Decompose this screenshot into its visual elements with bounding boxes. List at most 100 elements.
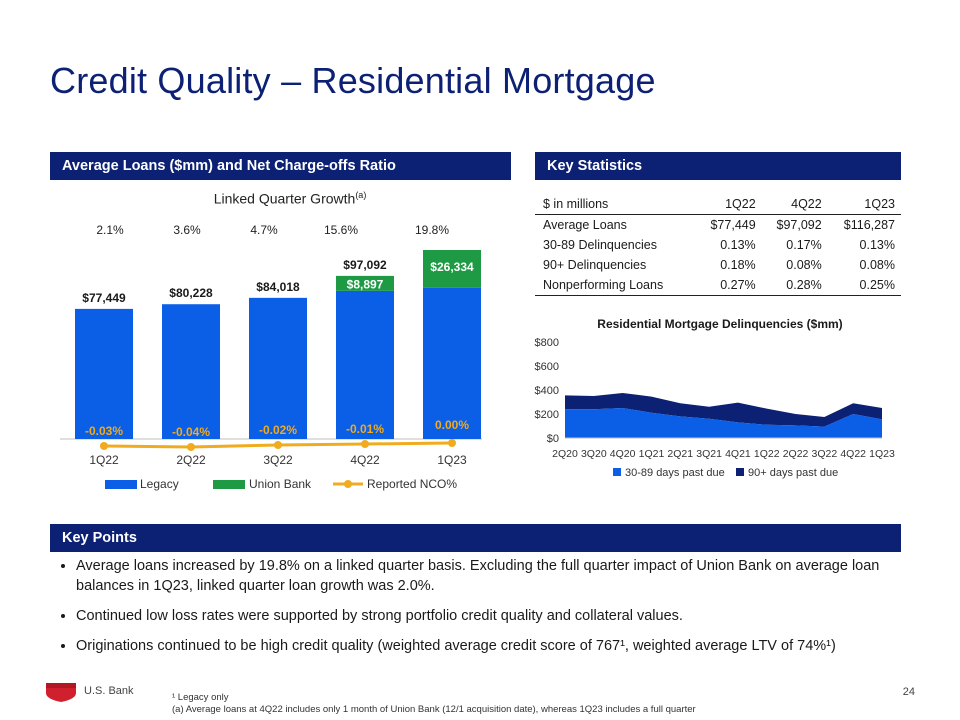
page-title: Credit Quality – Residential Mortgage bbox=[50, 60, 656, 101]
x-tick-label: 4Q22 bbox=[840, 448, 866, 460]
table-cell: Average Loans bbox=[543, 218, 627, 232]
x-tick-label: 1Q21 bbox=[639, 448, 665, 460]
key-points-list: Average loans increased by 19.8% on a li… bbox=[56, 556, 926, 666]
table-row: Nonperforming Loans 0.27% 0.28% 0.25% bbox=[535, 275, 901, 296]
growth-3q22: 4.7% bbox=[250, 223, 278, 237]
bar-total-label: $80,228 bbox=[169, 286, 213, 300]
x-tick-label: 3Q20 bbox=[581, 448, 607, 460]
bar-legacy bbox=[162, 304, 220, 439]
table-cell: 0.13% bbox=[859, 238, 895, 252]
table-cell: 90+ Delinquencies bbox=[543, 258, 647, 272]
table-cell: 0.25% bbox=[827, 275, 901, 296]
nco-label: -0.03% bbox=[85, 424, 123, 438]
table-header-row: $ in millions 1Q22 4Q22 1Q23 bbox=[535, 194, 901, 215]
column-header: 1Q22 bbox=[695, 194, 762, 215]
nco-point bbox=[274, 441, 282, 449]
nco-point bbox=[448, 439, 456, 447]
key-stats-table: $ in millions 1Q22 4Q22 1Q23 Average Loa… bbox=[535, 194, 901, 296]
table-cell: 0.28% bbox=[761, 275, 828, 296]
loans-panel-header: Average Loans ($mm) and Net Charge-offs … bbox=[50, 152, 511, 180]
column-header: 4Q22 bbox=[761, 194, 828, 215]
table-cell: 0.08% bbox=[859, 258, 895, 272]
x-tick-label: 2Q22 bbox=[783, 448, 809, 460]
x-tick-label: 1Q22 bbox=[754, 448, 780, 460]
logo-text: U.S. Bank bbox=[84, 685, 134, 697]
legend-label: 90+ days past due bbox=[748, 467, 838, 479]
growth-1q22: 2.1% bbox=[96, 223, 124, 237]
table-cell: 0.18% bbox=[720, 258, 756, 272]
bar-legacy bbox=[336, 290, 394, 439]
bar-union-bank bbox=[336, 275, 394, 291]
list-item: Continued low loss rates were supported … bbox=[76, 606, 926, 626]
key-stats-header: Key Statistics bbox=[535, 152, 901, 180]
x-tick-label: 4Q20 bbox=[610, 448, 636, 460]
y-tick-label: $400 bbox=[535, 385, 559, 397]
x-tick-label: 2Q22 bbox=[176, 453, 206, 467]
area-30-89-days bbox=[565, 408, 882, 438]
table-row: 90+ Delinquencies 0.18% 0.08% 0.08% bbox=[535, 255, 901, 275]
bar-total-label: $77,449 bbox=[82, 291, 126, 305]
x-tick-label: 1Q22 bbox=[89, 453, 119, 467]
x-tick-label: 1Q23 bbox=[869, 448, 895, 460]
table-row: 30-89 Delinquencies 0.13% 0.17% 0.13% bbox=[535, 235, 901, 255]
x-tick-label: 4Q22 bbox=[350, 453, 380, 467]
nco-label: -0.04% bbox=[172, 425, 210, 439]
y-tick-label: $0 bbox=[547, 433, 559, 445]
growth-1q23: 19.8% bbox=[414, 223, 450, 237]
page-number: 24 bbox=[902, 686, 915, 698]
bar-total-label: $84,018 bbox=[256, 280, 300, 294]
x-tick-label: 3Q22 bbox=[812, 448, 838, 460]
y-tick-label: $800 bbox=[535, 337, 559, 349]
loans-bar-chart: $77,449 1Q22 $80,228 2Q22 $84,018 3Q22 $8,897 $… bbox=[60, 250, 482, 491]
nco-point bbox=[187, 443, 195, 451]
legend-swatch-legacy bbox=[105, 480, 137, 489]
table-row: Average Loans $77,449 $97,092 $116,287 bbox=[535, 215, 901, 236]
table-cell: $97,092 bbox=[776, 218, 822, 232]
x-tick-label: 3Q22 bbox=[263, 453, 293, 467]
table-cell: 30-89 Delinquencies bbox=[543, 238, 657, 252]
column-header: 1Q23 bbox=[827, 194, 901, 215]
us-bank-shield-icon bbox=[46, 683, 76, 702]
bar-union-bank bbox=[423, 250, 481, 288]
table-cell: 0.27% bbox=[695, 275, 762, 296]
y-tick-label: $200 bbox=[535, 409, 559, 421]
x-tick-label: 2Q20 bbox=[552, 448, 578, 460]
area-90-plus-days bbox=[565, 393, 882, 427]
column-header: $ in millions bbox=[535, 194, 696, 215]
nco-label: -0.01% bbox=[346, 422, 384, 436]
key-points-header: Key Points bbox=[50, 524, 901, 552]
union-bank-label: $26,334 bbox=[430, 260, 474, 274]
legend-label: Legacy bbox=[140, 477, 179, 491]
y-tick-label: $600 bbox=[535, 361, 559, 373]
x-tick-label: 3Q21 bbox=[696, 448, 722, 460]
bar-legacy bbox=[249, 297, 307, 439]
table-cell: $77,449 bbox=[710, 218, 756, 232]
legend-label: Reported NCO% bbox=[367, 477, 457, 491]
delinquencies-area-chart: Residential Mortgage Delinquencies ($mm)… bbox=[535, 317, 895, 479]
x-tick-label: 4Q21 bbox=[725, 448, 751, 460]
chart-title: Residential Mortgage Delinquencies ($mm) bbox=[597, 317, 842, 331]
footnote-a: (a) Average loans at 4Q22 includes only … bbox=[172, 704, 696, 715]
nco-label: 0.00% bbox=[435, 418, 469, 432]
legend-swatch-30-89 bbox=[613, 468, 621, 476]
table-cell: 0.17% bbox=[786, 238, 822, 252]
table-cell: $116,287 bbox=[843, 218, 895, 232]
list-item: Average loans increased by 19.8% on a li… bbox=[76, 556, 926, 596]
x-tick-label: 1Q23 bbox=[437, 453, 467, 467]
growth-subtitle: Linked Quarter Growth(a) bbox=[160, 190, 420, 207]
bar-legacy bbox=[423, 287, 481, 439]
legend-swatch-90-plus bbox=[736, 468, 744, 476]
legend-marker-nco bbox=[344, 480, 352, 488]
growth-2q22: 3.6% bbox=[173, 223, 201, 237]
table-cell: Nonperforming Loans bbox=[535, 275, 696, 296]
table-cell: 0.13% bbox=[720, 238, 756, 252]
list-item: Originations continued to be high credit… bbox=[76, 636, 926, 656]
legend-label: 30-89 days past due bbox=[625, 467, 725, 479]
bar-legacy bbox=[75, 308, 133, 439]
x-tick-label: 2Q21 bbox=[667, 448, 693, 460]
union-bank-label: $8,897 bbox=[347, 277, 384, 291]
nco-point bbox=[361, 440, 369, 448]
table-cell: 0.08% bbox=[786, 258, 822, 272]
growth-4q22: 15.6% bbox=[323, 223, 359, 237]
growth-subtitle-footnote: (a) bbox=[355, 190, 367, 200]
